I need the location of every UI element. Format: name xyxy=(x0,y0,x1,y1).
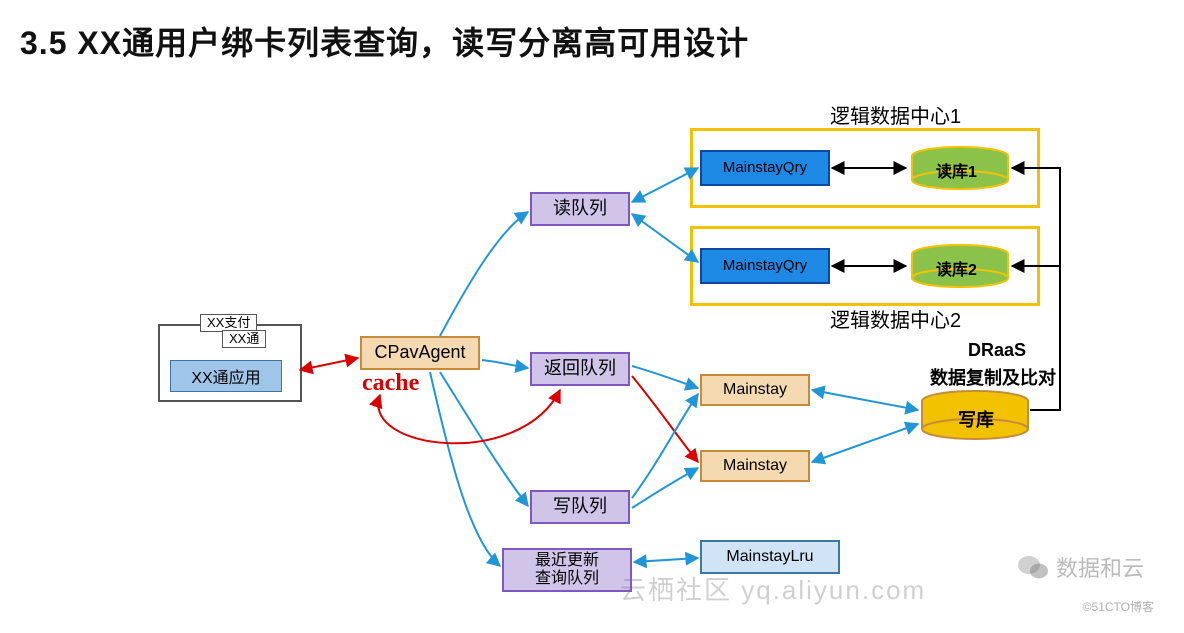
cache-label: cache xyxy=(362,370,419,397)
mainstay-lru: MainstayLru xyxy=(700,540,840,574)
read-queue: 读队列 xyxy=(530,192,630,226)
return-queue: 返回队列 xyxy=(530,352,630,386)
page-title: 3.5 XX通用户绑卡列表查询，读写分离高可用设计 xyxy=(20,18,749,64)
arrow-cpav-to-write_queue xyxy=(440,372,528,506)
arrow-cpav-to-read_queue xyxy=(440,212,528,336)
cpav-agent: CPavAgent xyxy=(360,336,480,370)
write-db-label: 写库 xyxy=(958,406,994,432)
mainstay-qry-1: MainstayQry xyxy=(700,150,830,186)
watermark-main: 云栖社区 yq.aliyun.com xyxy=(620,570,926,607)
datacenter-1-label: 逻辑数据中心1 xyxy=(830,100,961,129)
arrow-client-to-cpav xyxy=(300,358,358,370)
client-stack: XX支付 XX通 XX通应用 xyxy=(158,324,302,402)
arrow-cpav-to-recent_queue xyxy=(430,372,500,566)
arrow-mainstay2-to-write_db xyxy=(812,424,918,462)
arrow-cpav-to-return_queue xyxy=(482,360,528,368)
draas-label-2: 数据复制及比对 xyxy=(930,364,1056,390)
mainstay-1: Mainstay xyxy=(700,374,810,406)
wechat-icon xyxy=(1018,554,1048,580)
recent-update-queue: 最近更新 查询队列 xyxy=(502,548,632,592)
arrow-return_queue-to-mainstay2 xyxy=(632,376,698,462)
mainstay-qry-2: MainstayQry xyxy=(700,248,830,284)
arrow-write_queue-to-mainstay2 xyxy=(632,468,698,508)
watermark-brand-text: 数据和云 xyxy=(1056,551,1144,583)
arrow-recent_queue-to-mainstay_lru xyxy=(634,558,698,562)
arrow-read_queue-to-mq2 xyxy=(632,214,698,262)
arrow-write_queue-to-mainstay1 xyxy=(632,394,698,498)
arrow-read_queue-to-mq1 xyxy=(632,168,698,202)
client-app: XX通应用 xyxy=(170,360,282,392)
arrows-layer xyxy=(0,0,1184,633)
watermark-brand: 数据和云 xyxy=(1018,551,1144,583)
arrow-return_queue-to-mainstay1 xyxy=(632,366,698,388)
read-db-2-label: 读库2 xyxy=(936,256,977,280)
client-tab-2: XX通 xyxy=(222,330,266,348)
read-db-1-label: 读库1 xyxy=(936,158,977,182)
datacenter-2-label: 逻辑数据中心2 xyxy=(830,304,961,333)
write-queue: 写队列 xyxy=(530,490,630,524)
mainstay-2: Mainstay xyxy=(700,450,810,482)
arrow-cache-to-return_queue xyxy=(378,390,560,443)
arrow-mainstay1-to-write_db xyxy=(812,390,918,410)
draas-label-1: DRaaS xyxy=(968,340,1026,361)
watermark-credit: ©51CTO博客 xyxy=(1083,598,1154,615)
